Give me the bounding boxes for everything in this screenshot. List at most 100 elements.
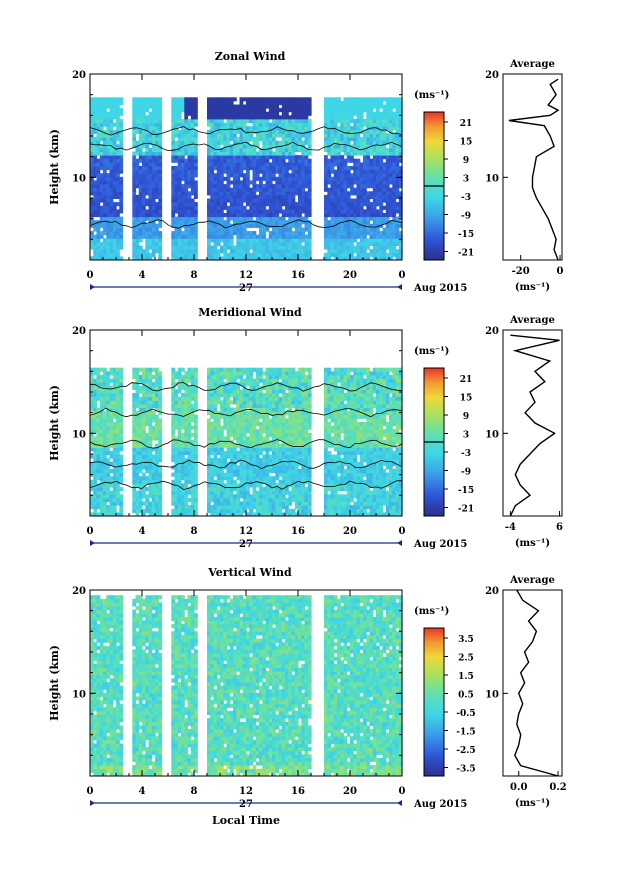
heatmap-cell	[239, 115, 244, 120]
heatmap-cell	[135, 476, 140, 481]
heatmap-cell	[307, 162, 312, 167]
heatmap-cell	[265, 158, 270, 163]
heatmap-cell	[398, 169, 403, 174]
heatmap-cell	[353, 104, 358, 109]
heatmap-cell	[151, 97, 156, 102]
heatmap-cell	[187, 385, 192, 390]
heatmap-cell	[350, 173, 354, 178]
heatmap-cell	[255, 115, 260, 120]
heatmap-cell	[106, 418, 111, 423]
heatmap-cell	[324, 238, 328, 243]
heatmap-cell	[359, 119, 364, 124]
heatmap-cell	[138, 483, 143, 488]
heatmap-cell	[236, 252, 241, 257]
heatmap-cell	[246, 129, 250, 134]
heatmap-cell	[255, 249, 260, 254]
heatmap-cell	[99, 249, 104, 254]
heatmap-cell	[285, 173, 289, 178]
heatmap-cell	[220, 158, 224, 163]
heatmap-cell	[343, 133, 348, 138]
heatmap-cell	[210, 414, 215, 419]
heatmap-cell	[220, 371, 224, 376]
heatmap-cell	[151, 454, 156, 459]
heatmap-cell	[181, 411, 185, 416]
heatmap-cell	[337, 108, 341, 113]
heatmap-cell	[246, 126, 250, 131]
heatmap-cell	[359, 144, 364, 149]
heatmap-cell	[99, 461, 104, 466]
heatmap-cell	[359, 140, 364, 145]
heatmap-cell	[190, 129, 195, 134]
heatmap-cell	[174, 414, 179, 419]
heatmap-cell	[385, 213, 390, 218]
heatmap-cell	[138, 447, 143, 452]
heatmap-cell	[194, 119, 198, 124]
heatmap-cell	[376, 213, 380, 218]
heatmap-cell	[395, 155, 400, 160]
heatmap-cell	[285, 108, 289, 113]
heatmap-cell	[376, 133, 380, 138]
heatmap-cell	[398, 137, 403, 142]
heatmap-cell	[220, 180, 224, 185]
heatmap-cell	[135, 375, 140, 380]
heatmap-cell	[93, 129, 98, 134]
heatmap-cell	[181, 176, 185, 181]
heatmap-cell	[275, 100, 280, 105]
heatmap-cell	[298, 231, 302, 236]
heatmap-cell	[220, 497, 224, 502]
heatmap-cell	[294, 227, 299, 232]
heatmap-cell	[119, 129, 124, 134]
heatmap-cell	[216, 501, 221, 506]
heatmap-cell	[259, 202, 263, 207]
heatmap-cell	[249, 166, 254, 171]
heatmap-cell	[337, 144, 341, 149]
heatmap-cell	[184, 151, 189, 156]
heatmap-cell	[155, 375, 159, 380]
heatmap-cell	[177, 241, 182, 246]
heatmap-cell	[103, 227, 107, 232]
heatmap-cell	[229, 158, 234, 163]
heatmap-cell	[174, 403, 179, 408]
heatmap-cell	[171, 155, 176, 160]
heatmap-cell	[119, 158, 124, 163]
heatmap-cell	[298, 108, 302, 113]
heatmap-cell	[190, 382, 195, 387]
heatmap-cell	[135, 220, 140, 225]
heatmap-cell	[216, 508, 221, 513]
heatmap-cell	[112, 184, 117, 189]
heatmap-cell	[346, 213, 351, 218]
heatmap-cell	[174, 187, 179, 192]
heatmap-cell	[184, 512, 189, 517]
heatmap-cell	[385, 162, 390, 167]
heatmap-cell	[112, 393, 117, 398]
heatmap-cell	[324, 180, 328, 185]
heatmap-cell	[272, 249, 276, 254]
heatmap-cell	[382, 184, 387, 189]
heatmap-cell	[210, 440, 215, 445]
heatmap-cell	[145, 403, 150, 408]
heatmap-cell	[99, 469, 104, 474]
heatmap-cell	[158, 133, 163, 138]
heatmap-cell	[385, 202, 390, 207]
heatmap-cell	[190, 140, 195, 145]
heatmap-cell	[194, 367, 198, 372]
heatmap-cell	[291, 151, 296, 156]
heatmap-cell	[194, 440, 198, 445]
heatmap-cell	[109, 440, 114, 445]
heatmap-cell	[385, 184, 390, 189]
heatmap-cell	[109, 245, 114, 250]
heatmap-cell	[119, 241, 124, 246]
heatmap-cell	[210, 483, 215, 488]
heatmap-cell	[148, 494, 153, 499]
heatmap-cell	[119, 403, 124, 408]
heatmap-cell	[398, 205, 403, 210]
heatmap-cell	[223, 213, 228, 218]
heatmap-cell	[99, 234, 104, 239]
heatmap-cell	[138, 155, 143, 160]
heatmap-cell	[174, 490, 179, 495]
heatmap-cell	[119, 461, 124, 466]
heatmap-cell	[340, 111, 345, 116]
heatmap-cell	[239, 104, 244, 109]
heatmap-cell	[103, 194, 107, 199]
